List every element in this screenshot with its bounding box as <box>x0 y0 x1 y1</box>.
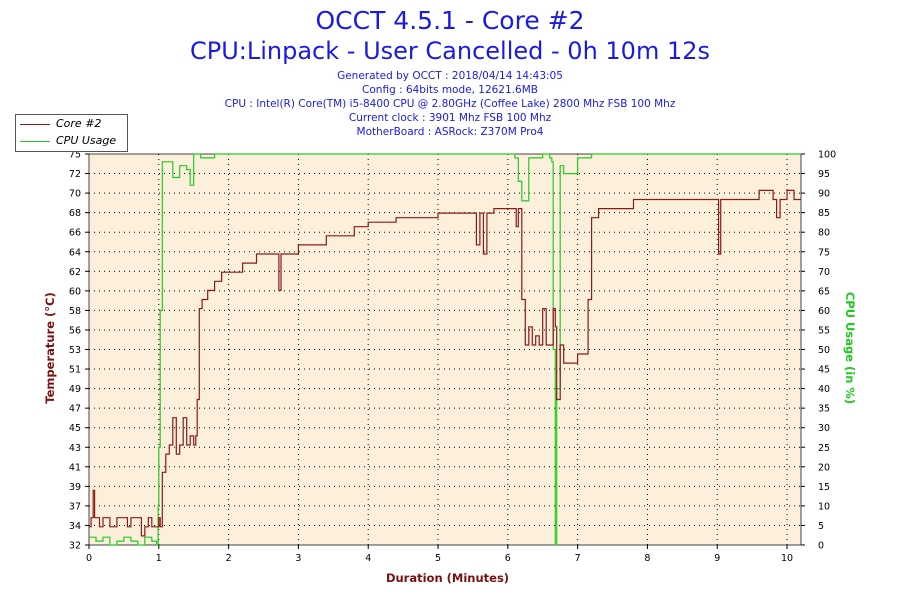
info-generated: Generated by OCCT : 2018/04/14 14:43:05 <box>337 70 563 82</box>
x-axis-label: Duration (Minutes) <box>385 571 510 585</box>
right-tick-label: 35 <box>818 404 830 415</box>
left-tick-label: 64 <box>69 247 81 258</box>
left-tick-label: 43 <box>69 443 81 454</box>
left-tick-label: 34 <box>69 521 81 532</box>
left-tick-label: 72 <box>69 169 81 180</box>
x-tick-label: 6 <box>505 553 511 564</box>
x-tick-label: 0 <box>86 553 92 564</box>
right-tick-label: 0 <box>818 541 824 552</box>
left-axis-label: Temperature (°C) <box>43 292 57 404</box>
left-tick-label: 68 <box>69 208 81 219</box>
right-tick-label: 75 <box>818 247 830 258</box>
left-tick-label: 47 <box>69 404 81 415</box>
right-tick-label: 100 <box>818 150 836 161</box>
left-tick-label: 58 <box>69 306 81 317</box>
left-tick-label: 62 <box>69 267 81 278</box>
right-tick-label: 95 <box>818 169 830 180</box>
series-line-core-2 <box>89 189 801 537</box>
info-clock: Current clock : 3901 Mhz FSB 100 Mhz <box>348 112 552 124</box>
chart-subtitle: CPU:Linpack - User Cancelled - 0h 10m 12… <box>189 37 710 65</box>
left-tick-label: 56 <box>69 325 81 336</box>
x-tick-label: 8 <box>644 553 650 564</box>
right-tick-label: 65 <box>818 286 830 297</box>
right-tick-label: 15 <box>818 482 830 493</box>
left-axis-ticks: 32 34 37 39 41 43 45 47 49 51 53 56 58 60 62 64 66 68 70 72… <box>69 150 89 552</box>
left-tick-label: 45 <box>69 423 81 434</box>
left-tick-label: 37 <box>69 501 81 512</box>
right-tick-label: 90 <box>818 189 830 200</box>
left-tick-label: 75 <box>69 150 81 161</box>
legend-label-core-2: Core #2 <box>56 117 102 130</box>
legend-swatch-core-2 <box>20 123 50 125</box>
right-tick-label: 70 <box>818 267 830 278</box>
left-tick-label: 39 <box>69 482 81 493</box>
left-tick-label: 49 <box>69 384 81 395</box>
left-tick-label: 60 <box>69 286 81 297</box>
x-tick-label: 10 <box>781 553 793 564</box>
x-tick-label: 2 <box>226 553 232 564</box>
right-tick-label: 60 <box>818 306 830 317</box>
legend-item-core-2: Core #2 <box>20 117 101 130</box>
right-axis-label: CPU Usage (in %) <box>843 291 857 405</box>
left-tick-label: 53 <box>69 345 81 356</box>
x-tick-label: 3 <box>295 553 301 564</box>
legend-swatch-cpu-usage <box>20 140 50 142</box>
right-axis-ticks: 0 5 10 15 20 25 30 35 40 45 50 55 60 65 70 75 80 85 90 95 10… <box>801 150 836 552</box>
legend: Core #2 CPU Usage <box>15 114 128 152</box>
right-tick-label: 25 <box>818 443 830 454</box>
left-tick-label: 51 <box>69 365 81 376</box>
x-tick-label: 7 <box>575 553 581 564</box>
x-tick-label: 9 <box>714 553 720 564</box>
right-tick-label: 30 <box>818 423 830 434</box>
info-config: Config : 64bits mode, 12621.6MB <box>362 84 538 96</box>
right-tick-label: 5 <box>818 521 824 532</box>
left-tick-label: 66 <box>69 228 81 239</box>
x-axis-ticks: 0 1 2 3 4 5 6 7 8 9 10 <box>86 545 793 564</box>
info-cpu: CPU : Intel(R) Core(TM) i5-8400 CPU @ 2.… <box>224 98 676 110</box>
right-tick-label: 85 <box>818 208 830 219</box>
left-tick-label: 41 <box>69 462 81 473</box>
left-tick-label: 70 <box>69 189 81 200</box>
right-tick-label: 45 <box>818 365 830 376</box>
legend-label-cpu-usage: CPU Usage <box>56 134 117 147</box>
left-tick-label: 32 <box>69 541 81 552</box>
right-tick-label: 10 <box>818 501 830 512</box>
grid-lines <box>89 154 801 545</box>
legend-item-cpu-usage: CPU Usage <box>20 134 116 147</box>
right-tick-label: 20 <box>818 462 830 473</box>
right-tick-label: 80 <box>818 228 830 239</box>
x-tick-label: 5 <box>435 553 441 564</box>
x-tick-label: 1 <box>156 553 162 564</box>
right-tick-label: 50 <box>818 345 830 356</box>
right-tick-label: 40 <box>818 384 830 395</box>
right-tick-label: 55 <box>818 325 830 336</box>
x-tick-label: 4 <box>365 553 371 564</box>
info-motherboard: MotherBoard : ASRock: Z370M Pro4 <box>356 126 544 138</box>
series-line-cpu-usage <box>89 153 801 546</box>
chart-title: OCCT 4.5.1 - Core #2 <box>315 6 585 35</box>
